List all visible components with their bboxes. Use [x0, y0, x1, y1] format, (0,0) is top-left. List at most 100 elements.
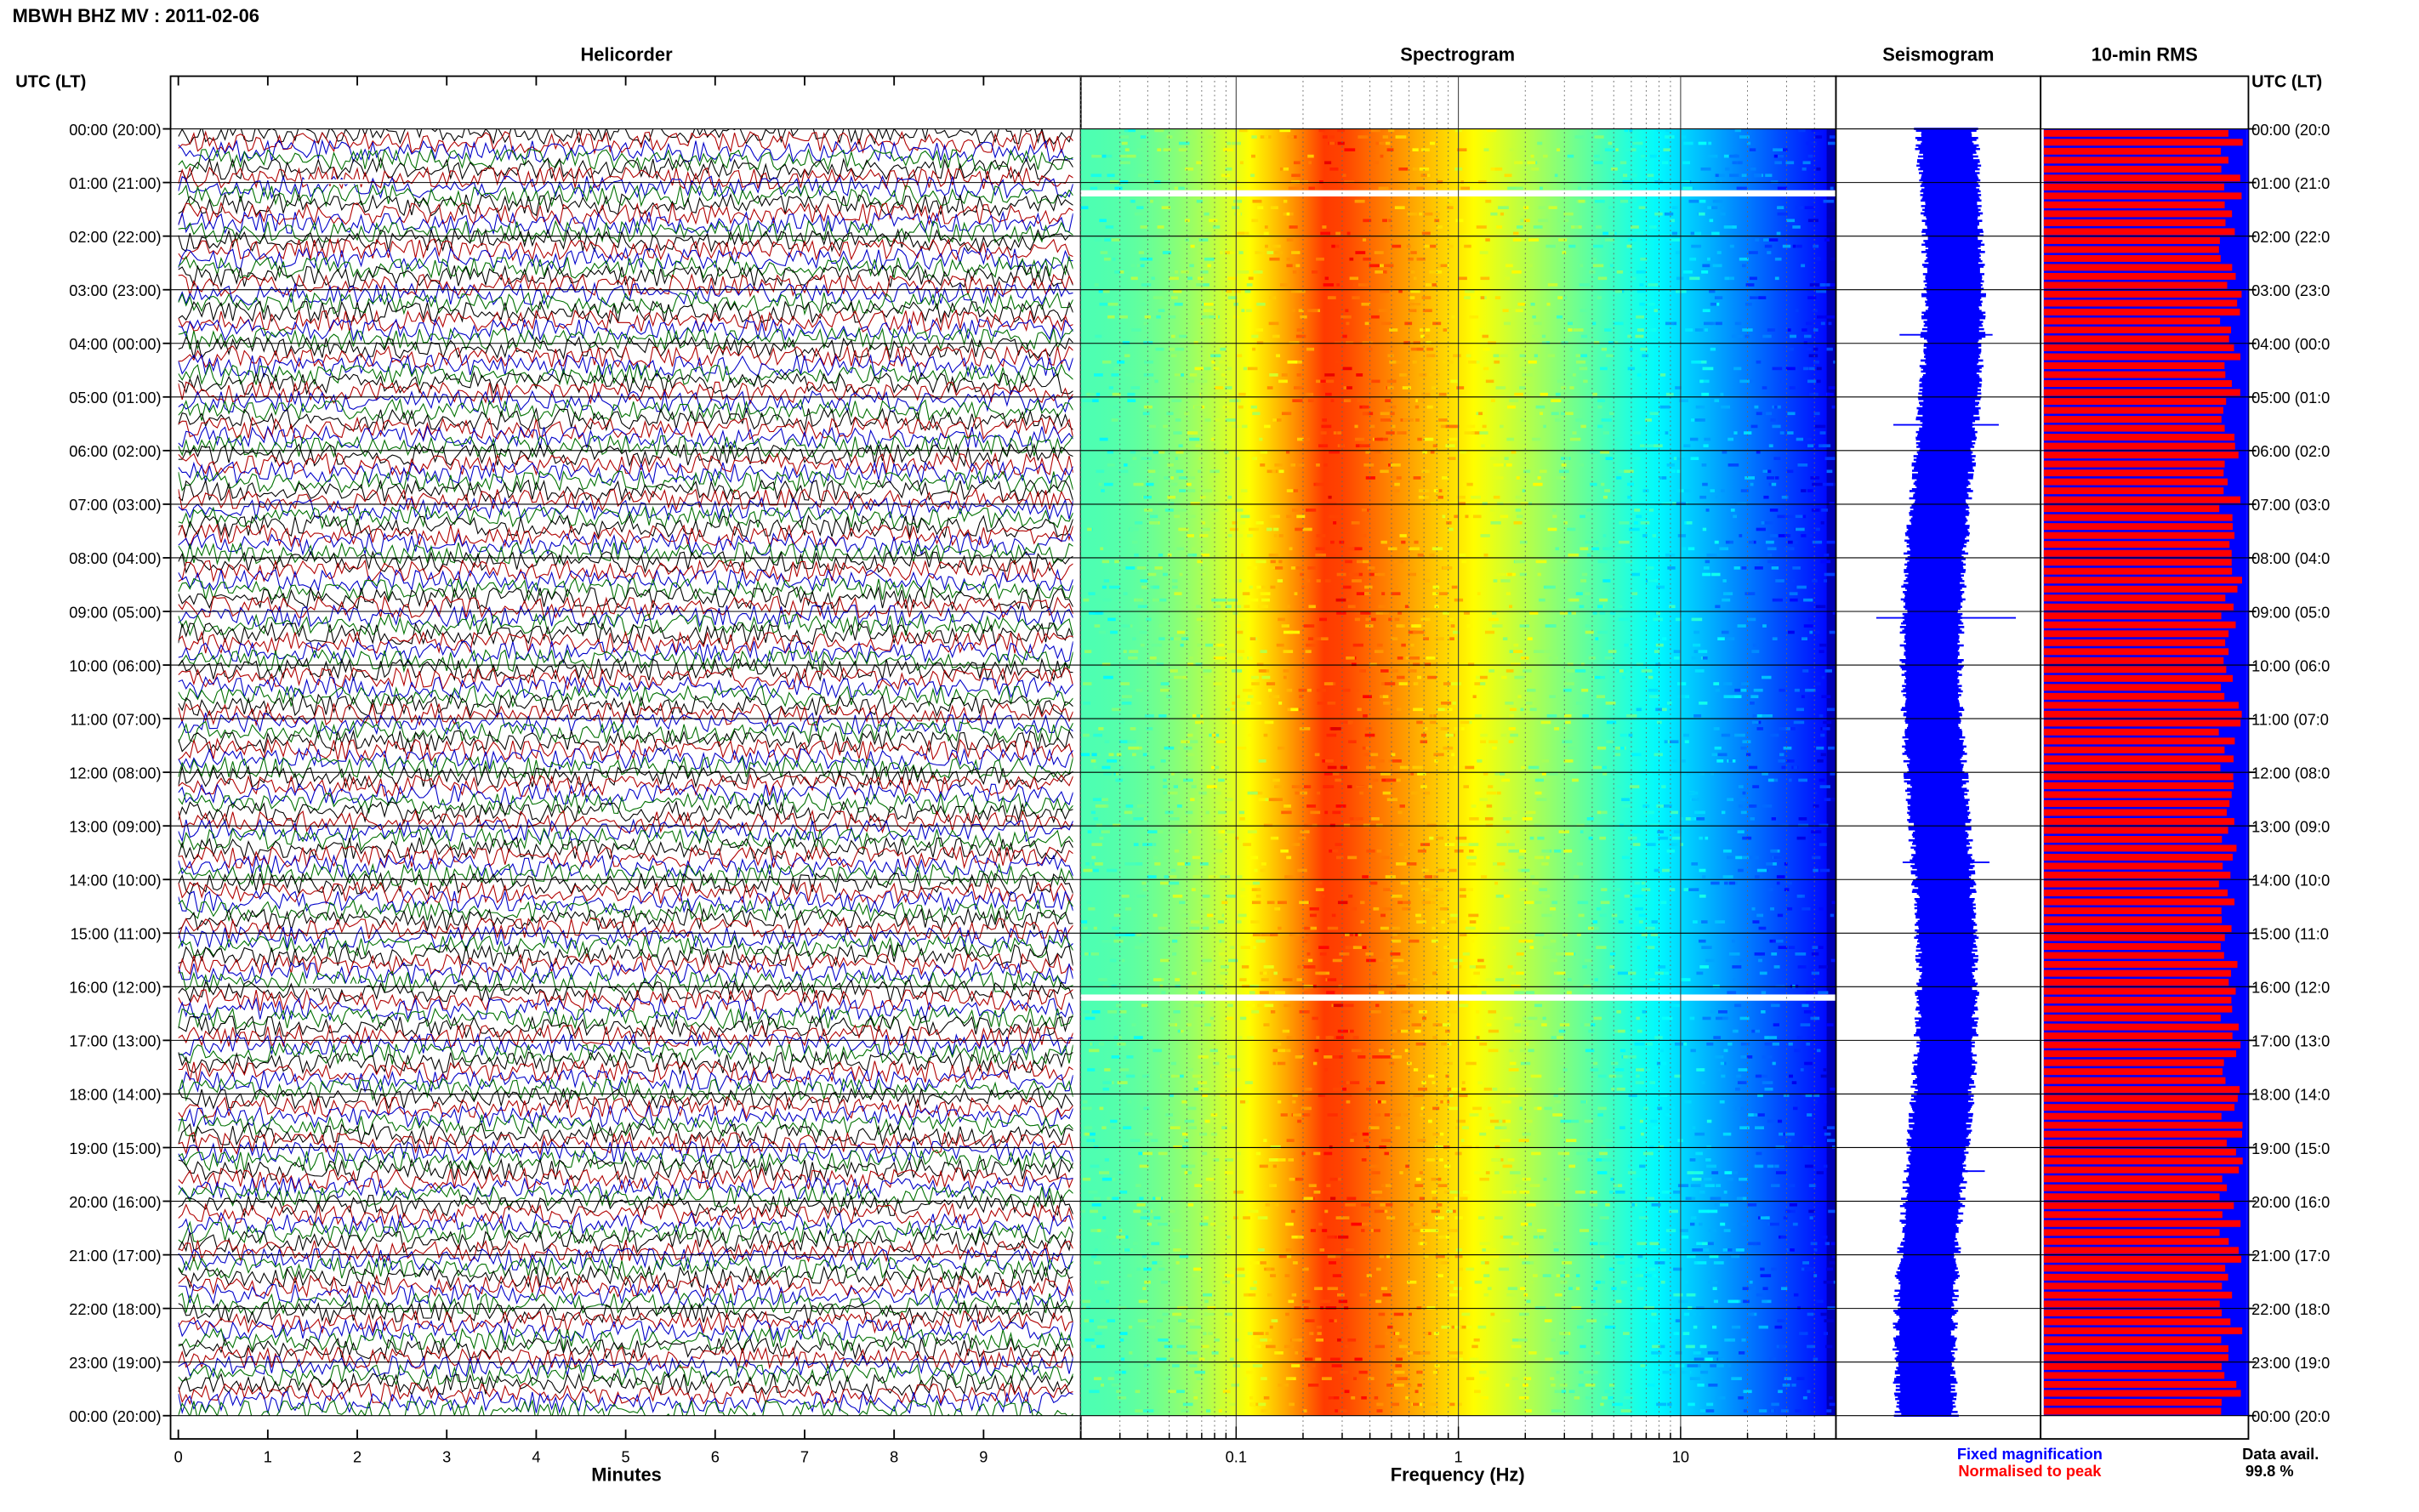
spectrogram-cell: [1528, 1351, 1537, 1355]
spectrogram-cell: [1438, 1235, 1446, 1239]
spectrogram-cell: [1556, 476, 1562, 480]
spectrogram-cell: [1269, 933, 1278, 937]
spectrogram-cell: [1234, 289, 1241, 293]
spectrogram-cell: [1823, 1280, 1834, 1284]
spectrogram-cell: [1624, 469, 1634, 474]
spectrogram-cell: [1172, 637, 1181, 640]
spectrogram-cell: [1434, 637, 1444, 640]
spectrogram-cell: [1792, 225, 1801, 229]
spectrogram-cell: [1709, 1254, 1719, 1259]
spectrogram-cell: [1821, 675, 1825, 679]
spectrogram-cell: [1332, 810, 1341, 815]
spectrogram-cell: [1397, 1338, 1403, 1342]
spectrogram-cell: [1376, 1081, 1386, 1084]
spectrogram-cell: [1668, 1370, 1677, 1374]
helicorder-trace: [178, 988, 1073, 1012]
spectrogram-cell: [1417, 849, 1426, 853]
spectrogram-cell: [1115, 778, 1119, 782]
page-title: MBWH BHZ MV : 2011-02-06: [13, 5, 259, 26]
spectrogram-cell: [1128, 746, 1140, 750]
spectrogram-cell: [1809, 392, 1819, 396]
spectrogram-cell: [1523, 1377, 1532, 1380]
spectrogram-cell: [1539, 598, 1545, 602]
spectrogram-cell: [1244, 1293, 1249, 1297]
spectrogram-cell: [1616, 1087, 1625, 1091]
spectrogram-cell: [1729, 881, 1736, 885]
spectrogram-cell: [1296, 514, 1306, 519]
spectrogram-cell: [1682, 270, 1693, 274]
spectrogram-cell: [1594, 135, 1604, 139]
spectrogram-cell: [1575, 592, 1583, 595]
spectrogram-cell: [1346, 1248, 1355, 1252]
spectrogram-cell: [1701, 1081, 1705, 1084]
spectrogram-cell: [1143, 373, 1154, 377]
spectrogram-cell: [1474, 1280, 1483, 1284]
spectrogram-cell: [1493, 579, 1498, 583]
spectrogram-cell: [1633, 231, 1644, 236]
spectrogram-cell: [1758, 1325, 1768, 1329]
spectrogram-cell: [1142, 753, 1147, 757]
spectrogram-cell: [1553, 971, 1558, 975]
spectrogram-cell: [1409, 1003, 1414, 1008]
spectrogram-cell: [1170, 637, 1174, 640]
spectrogram-cell: [1793, 1106, 1798, 1111]
spectrogram-cell: [1363, 753, 1369, 757]
spectrogram-cell: [1414, 405, 1420, 409]
spectrogram-cell: [1629, 199, 1637, 203]
spectrogram-cell: [1107, 1319, 1115, 1322]
spectrogram-cell: [1152, 1261, 1163, 1265]
spectrogram-cell: [1243, 1216, 1250, 1219]
spectrogram-cell: [1575, 354, 1581, 358]
spectrogram-cell: [1593, 1287, 1598, 1291]
spectrogram-cell: [1730, 1338, 1735, 1342]
spectrogram-cell: [1255, 984, 1259, 988]
spectrogram-cell: [1507, 186, 1517, 190]
spectrogram-cell: [1308, 926, 1317, 930]
spectrogram-cell: [1090, 186, 1098, 190]
spectrogram-cell: [1431, 1209, 1440, 1214]
spectrogram-cell: [1372, 1055, 1382, 1059]
helicorder-trace: [178, 747, 1073, 771]
spectrogram-cell: [1171, 585, 1178, 589]
spectrogram-cell: [1388, 617, 1392, 622]
spectrogram-cell: [1107, 450, 1113, 454]
spectrogram-cell: [1397, 1377, 1408, 1380]
spectrogram-cell: [1512, 231, 1519, 236]
spectrogram-cell: [1119, 1332, 1128, 1335]
spectrogram-cell: [1687, 1364, 1699, 1367]
spectrogram-cell: [1364, 733, 1375, 737]
spectrogram-cell: [1248, 733, 1254, 737]
right-time-label: 05:00 (01:0: [2251, 389, 2330, 406]
spectrogram-cell: [1312, 1016, 1318, 1020]
rms-normalised-bar: [2043, 1112, 2222, 1120]
spectrogram-cell: [1630, 713, 1637, 718]
spectrogram-cell: [1312, 270, 1318, 274]
spectrogram-cell: [1488, 1049, 1499, 1053]
spectrogram-cell: [1517, 502, 1523, 506]
spectrogram-cell: [1792, 984, 1796, 988]
spectrogram-cell: [1158, 624, 1164, 628]
spectrogram-cell: [1348, 894, 1353, 898]
spectrogram-cell: [1654, 219, 1659, 223]
spectrogram-cell: [1792, 1222, 1798, 1226]
rms-normalised-bar: [2043, 371, 2226, 378]
spectrogram-cell: [1715, 920, 1725, 924]
spectrogram-cell: [1572, 373, 1576, 377]
spectrogram-cell: [1711, 231, 1720, 236]
spectrogram-cell: [1138, 302, 1146, 306]
spectrogram-cell: [1566, 373, 1571, 377]
spectrogram-cell: [1253, 270, 1263, 274]
spectrogram-cell: [1723, 1229, 1731, 1232]
spectrogram-cell: [1801, 534, 1807, 537]
spectrogram-cell: [1777, 212, 1789, 216]
spectrogram-cell: [1170, 482, 1178, 486]
spectrogram-cell: [1507, 843, 1515, 846]
spectrogram-cell: [1111, 1177, 1116, 1181]
spectrogram-cell: [1507, 1158, 1515, 1162]
spectrogram-cell: [1255, 328, 1263, 332]
spectrogram-cell: [1096, 1229, 1101, 1232]
spectrogram-cell: [1507, 1287, 1518, 1291]
spectrogram-cell: [1197, 276, 1204, 281]
rms-normalised-bar: [2043, 1023, 2239, 1031]
spectrogram-cell: [1333, 1395, 1340, 1400]
